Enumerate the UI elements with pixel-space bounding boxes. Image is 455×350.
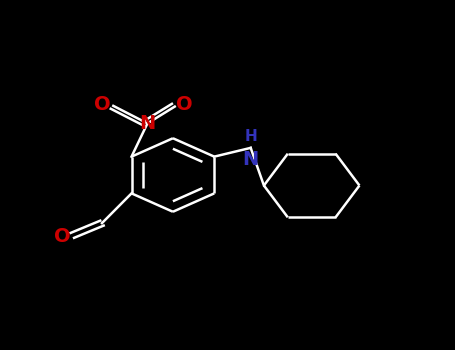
Text: O: O [94, 94, 110, 114]
Text: H: H [244, 129, 257, 144]
Text: O: O [54, 226, 71, 246]
Text: N: N [139, 114, 156, 133]
Text: N: N [243, 150, 259, 169]
Text: O: O [177, 95, 193, 114]
